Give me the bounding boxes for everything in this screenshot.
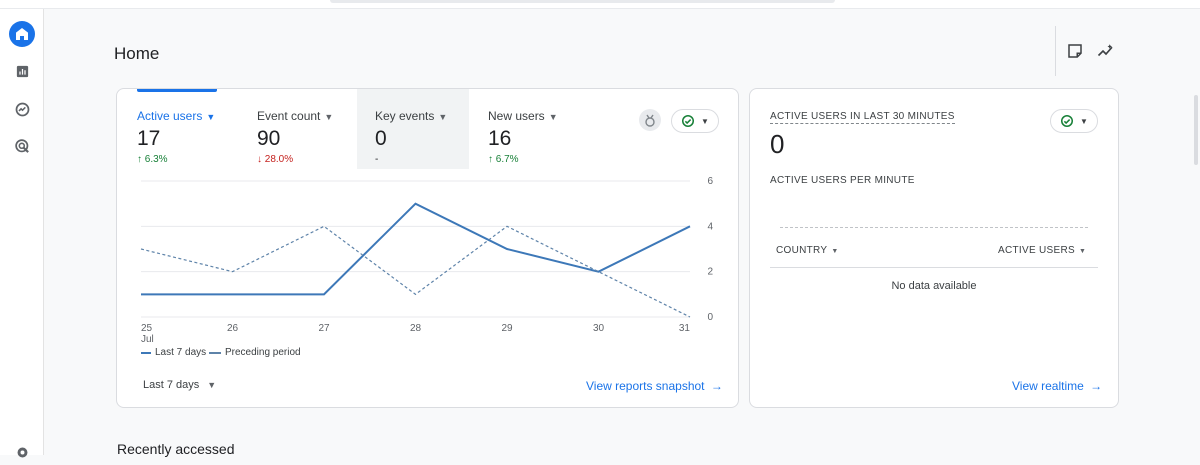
link-label: View realtime xyxy=(1012,379,1084,393)
nav-advertising[interactable] xyxy=(9,133,35,159)
x-tick-label: 29 xyxy=(501,323,513,334)
insights-sparkle-icon xyxy=(1097,44,1113,57)
tab-value: 16 xyxy=(488,127,512,150)
realtime-title: ACTIVE USERS IN LAST 30 MINUTES xyxy=(770,111,955,124)
y-tick-label: 6 xyxy=(707,176,713,187)
series-line-preceding-period xyxy=(140,225,691,318)
legend-label: Last 7 days xyxy=(155,347,207,358)
tab-change: - xyxy=(375,154,379,165)
tab-change: ↑ 6.7% xyxy=(488,154,519,165)
caret-down-icon: ▼ xyxy=(1078,248,1087,255)
table-header-divider xyxy=(770,267,1098,268)
caret-down-icon: ▼ xyxy=(438,112,448,122)
x-tick-label: 25 xyxy=(141,323,153,334)
view-realtime-link[interactable]: View realtime → xyxy=(1012,379,1102,393)
nav-home[interactable] xyxy=(9,21,35,47)
realtime-quality-dropdown[interactable]: ▼ xyxy=(1050,109,1098,133)
page-title: Home xyxy=(114,44,160,63)
tab-event-count[interactable]: Event count ▼ 90 ↓ 28.0% xyxy=(257,89,357,169)
column-label: COUNTRY xyxy=(776,245,828,256)
active-tab-indicator xyxy=(137,89,217,92)
bar-chart-icon xyxy=(16,65,28,77)
medal-icon xyxy=(645,114,655,127)
x-tick-label: 26 xyxy=(227,323,239,334)
caret-down-icon: ▼ xyxy=(1080,116,1088,126)
column-label: ACTIVE USERS xyxy=(998,245,1075,256)
x-tick-label: 27 xyxy=(318,323,330,334)
legend-label: Preceding period xyxy=(225,347,301,358)
y-tick-label: 2 xyxy=(707,267,713,278)
tab-value: 0 xyxy=(375,127,387,150)
legend-preceding-period: Preceding period xyxy=(209,347,301,358)
tab-value: 17 xyxy=(137,127,161,150)
insights-button[interactable] xyxy=(1096,42,1116,65)
nav-reports[interactable] xyxy=(9,58,35,84)
x-tick-label: 30 xyxy=(593,323,605,334)
data-quality-dropdown[interactable]: ▼ xyxy=(671,109,719,133)
x-tick-label: 31 xyxy=(679,323,691,334)
tab-change: ↑ 6.3% xyxy=(137,154,168,165)
check-circle-icon xyxy=(1061,114,1074,128)
top-bar xyxy=(0,0,1200,9)
caret-down-icon: ▼ xyxy=(206,112,216,122)
legend-last-7-days: Last 7 days xyxy=(141,347,206,358)
home-icon xyxy=(16,28,28,40)
tab-change: ↓ 28.0% xyxy=(257,154,294,165)
empty-state-text: No data available xyxy=(891,280,977,292)
tab-label: Active users xyxy=(137,109,203,123)
target-cursor-icon xyxy=(14,138,29,153)
gear-icon xyxy=(17,447,27,457)
left-nav xyxy=(0,9,44,457)
caret-down-icon: ▼ xyxy=(831,248,839,255)
date-range-label: Last 7 days xyxy=(143,379,200,391)
tab-key-events[interactable]: Key events ▼ 0 - xyxy=(357,89,469,169)
tab-label: Event count xyxy=(257,109,321,123)
tab-label: New users xyxy=(488,109,545,123)
arrow-right-icon: → xyxy=(710,379,723,393)
caret-down-icon: ▼ xyxy=(701,116,709,126)
nav-explore[interactable] xyxy=(9,96,35,122)
realtime-value: 0 xyxy=(770,129,785,159)
y-tick-label: 0 xyxy=(707,312,713,323)
y-tick-label: 4 xyxy=(707,221,713,232)
link-label: View reports snapshot xyxy=(586,379,705,393)
line-chart: 0 2 4 6 25 26 27 28 29 30 31 Jul xyxy=(140,176,713,345)
note-icon xyxy=(1068,44,1082,58)
tab-label: Key events xyxy=(375,109,435,123)
annotation-button[interactable] xyxy=(1066,42,1084,65)
check-circle-icon xyxy=(682,114,695,128)
insights-badge-button[interactable] xyxy=(639,109,661,131)
active-users-column-header[interactable]: ACTIVE USERS ▼ xyxy=(998,245,1086,256)
caret-down-icon: ▼ xyxy=(324,112,334,122)
recently-accessed-heading: Recently accessed xyxy=(117,441,235,457)
legend-dashed-swatch xyxy=(209,351,221,354)
per-minute-baseline xyxy=(780,227,1088,228)
page-scrollbar[interactable] xyxy=(1194,95,1198,165)
realtime-card: ACTIVE USERS IN LAST 30 MINUTES ▼ 0 ACTI… xyxy=(749,88,1119,408)
tab-new-users[interactable]: New users ▼ 16 ↑ 6.7% xyxy=(488,89,588,169)
tab-active-users[interactable]: Active users ▼ 17 ↑ 6.3% xyxy=(137,89,237,169)
series-line-last-7-days xyxy=(141,202,691,296)
explore-trend-icon xyxy=(15,102,29,116)
search-bar-stub[interactable] xyxy=(330,0,835,3)
header-divider xyxy=(1055,26,1056,76)
arrow-right-icon: → xyxy=(1090,379,1103,393)
legend-solid-swatch xyxy=(141,351,151,354)
nav-admin[interactable] xyxy=(9,439,35,465)
x-month-label: Jul xyxy=(141,334,154,345)
overview-card: Active users ▼ 17 ↑ 6.3% Event count ▼ 90 … xyxy=(116,88,739,408)
realtime-subtitle: ACTIVE USERS PER MINUTE xyxy=(770,175,915,186)
country-column-header[interactable]: COUNTRY ▼ xyxy=(776,245,839,256)
tab-value: 90 xyxy=(257,127,281,150)
view-reports-snapshot-link[interactable]: View reports snapshot → xyxy=(586,379,723,393)
x-tick-label: 28 xyxy=(410,323,422,334)
caret-down-icon: ▼ xyxy=(207,380,217,390)
caret-down-icon: ▼ xyxy=(548,112,558,122)
date-range-dropdown[interactable]: Last 7 days ▼ xyxy=(143,379,216,391)
